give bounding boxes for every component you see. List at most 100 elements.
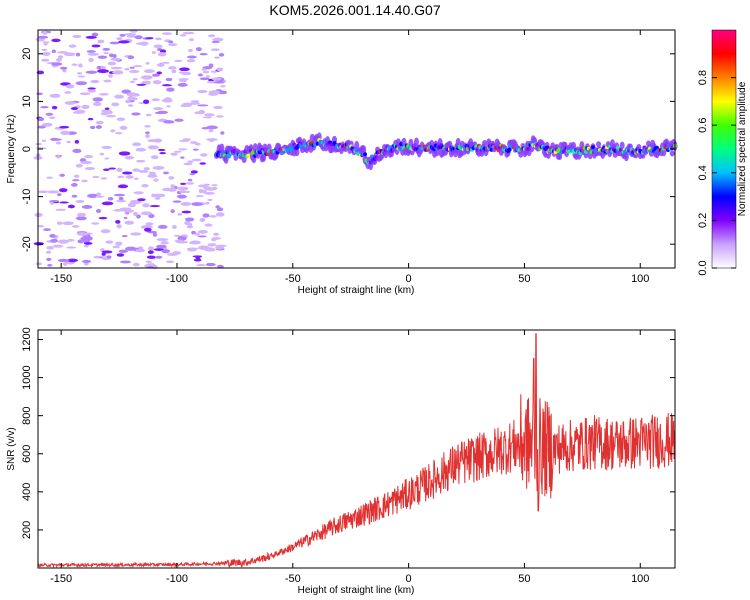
spectrogram-noise-blob <box>107 61 117 66</box>
spectrogram-noise-blob <box>90 125 96 130</box>
spectrogram-noise-blob <box>194 111 205 115</box>
spectrogram-noise-blob <box>161 249 171 254</box>
spectrogram-noise-blob <box>168 176 175 180</box>
snr-x-ticks: -150 -100 -50 0 50 100 <box>50 330 649 585</box>
spectrogram-noise-blob <box>183 162 193 166</box>
spectrogram-noise-blob <box>156 238 169 242</box>
spectrogram-noise-blob <box>36 117 45 122</box>
spectrogram-noise-blob <box>216 207 224 212</box>
spectrogram-noise-blob <box>97 55 108 59</box>
spectrogram-noise-blob <box>100 248 105 252</box>
spectrogram-noise-blob <box>204 183 211 186</box>
spectrogram-noise-blob <box>191 202 203 207</box>
spectrogram-noise-blob <box>71 225 80 228</box>
spectrogram-noise-blob <box>59 125 70 129</box>
spectrogram-signal-halo <box>434 149 440 157</box>
spectrogram-noise-blob <box>34 212 43 218</box>
spectrogram-noise-blob <box>110 129 116 133</box>
spectrogram-noise-blob <box>195 47 202 52</box>
spectrogram-noise-blob <box>103 168 110 172</box>
spectrogram-noise-blob <box>136 83 147 86</box>
spectrogram-noise-blob <box>85 35 97 39</box>
y-tick-label: 200 <box>21 521 33 539</box>
spectrogram-noise-blob <box>166 87 175 92</box>
spectrogram-noise-blob <box>205 75 211 78</box>
spectrogram-noise-blob <box>49 234 56 238</box>
spectrogram-noise-blob <box>53 138 62 141</box>
spectrogram-noise-blob <box>140 211 153 216</box>
spectrogram-noise-blob <box>90 79 100 84</box>
spectrogram-noise-blob <box>85 70 98 74</box>
spectrogram-noise-blob <box>213 105 223 110</box>
spectrogram-noise-blob <box>35 142 43 146</box>
spectrogram-noise-blob <box>172 251 182 255</box>
spectrogram-noise-blob <box>197 235 207 238</box>
spectrogram-noise-blob <box>124 67 130 71</box>
spectrogram-noise-blob <box>143 227 152 232</box>
spectrogram-noise-blob <box>142 203 150 208</box>
y-tick-label: 0 <box>21 146 33 152</box>
spectrogram-noise-blob <box>72 34 82 39</box>
spectrogram-noise-blob <box>176 186 189 191</box>
spectrogram-noise-blob <box>212 186 218 191</box>
spectrogram-signal-halo <box>482 140 488 147</box>
snr-background <box>38 330 675 568</box>
spectrogram-noise-blob <box>208 34 216 38</box>
spectrogram-noise-blob <box>141 184 149 188</box>
spectrogram-noise-blob <box>179 33 187 37</box>
spectrogram-noise-blob <box>87 52 100 56</box>
spectrogram-noise-blob <box>108 74 113 78</box>
spectrogram-noise-blob <box>57 239 69 244</box>
spectrogram-signal-core <box>507 147 512 152</box>
spectrogram-noise-blob <box>194 232 200 236</box>
spectrogram-noise-blob <box>162 61 170 64</box>
x-tick-label: -100 <box>166 273 188 285</box>
spectrogram-noise-blob <box>218 53 225 57</box>
spectrogram-noise-blob <box>75 199 85 203</box>
spectrogram-noise-blob <box>59 201 69 204</box>
spectrogram-noise-blob <box>185 182 195 185</box>
spectrogram-noise-blob <box>145 131 150 135</box>
y-tick-label: -20 <box>21 236 33 252</box>
spectrogram-noise-blob <box>153 178 159 182</box>
spectrogram-noise-blob <box>119 33 126 37</box>
spectrogram-noise-blob <box>121 89 132 94</box>
spectrogram-signal-halo <box>571 141 577 151</box>
spectrogram-noise-blob <box>152 232 158 237</box>
spectrogram-noise-blob <box>74 139 80 144</box>
y-tick-label: -10 <box>21 189 33 205</box>
spectrogram-noise-blob <box>37 190 49 194</box>
spectrogram-noise-blob <box>191 230 196 235</box>
spectrogram-noise-blob <box>147 246 155 251</box>
spectrogram-noise-blob <box>124 246 137 251</box>
spectrogram-noise-blob <box>64 101 76 105</box>
spectrogram-noise-blob <box>198 188 203 194</box>
spectrogram-noise-blob <box>157 224 168 229</box>
spectrogram-noise-blob <box>47 190 60 194</box>
spectrogram-noise-blob <box>187 248 197 252</box>
spectrogram-noise-blob <box>176 194 187 199</box>
spectrogram-noise-blob <box>217 264 224 269</box>
spectrogram-noise-blob <box>42 122 53 127</box>
spectrogram-noise-blob <box>186 55 197 59</box>
spectrogram-noise-blob <box>220 131 225 135</box>
spectrogram-noise-blob <box>42 41 50 44</box>
spectrogram-noise-blob <box>110 66 123 70</box>
spectrogram-noise-blob <box>114 208 122 212</box>
spectrogram-noise-blob <box>129 80 136 83</box>
spectrogram-noise-blob <box>145 260 153 263</box>
spectrogram-noise-blob <box>155 244 167 249</box>
spectrogram-noise-blob <box>51 49 56 54</box>
spectrogram-noise-blob <box>168 66 177 70</box>
snr-frame <box>37 329 676 569</box>
spectrogram-noise-blob <box>116 167 123 172</box>
spectrogram-noise-blob <box>67 258 79 263</box>
spectrogram-noise-blob <box>101 201 114 206</box>
spectrogram-noise-blob <box>119 125 128 130</box>
spectrogram-noise-blob <box>91 44 101 48</box>
spectrogram-noise-blob <box>81 205 93 209</box>
spectrogram-noise-blob <box>156 63 165 67</box>
spectrogram-noise-blob <box>210 248 216 252</box>
spectrogram-noise-blob <box>67 204 75 209</box>
